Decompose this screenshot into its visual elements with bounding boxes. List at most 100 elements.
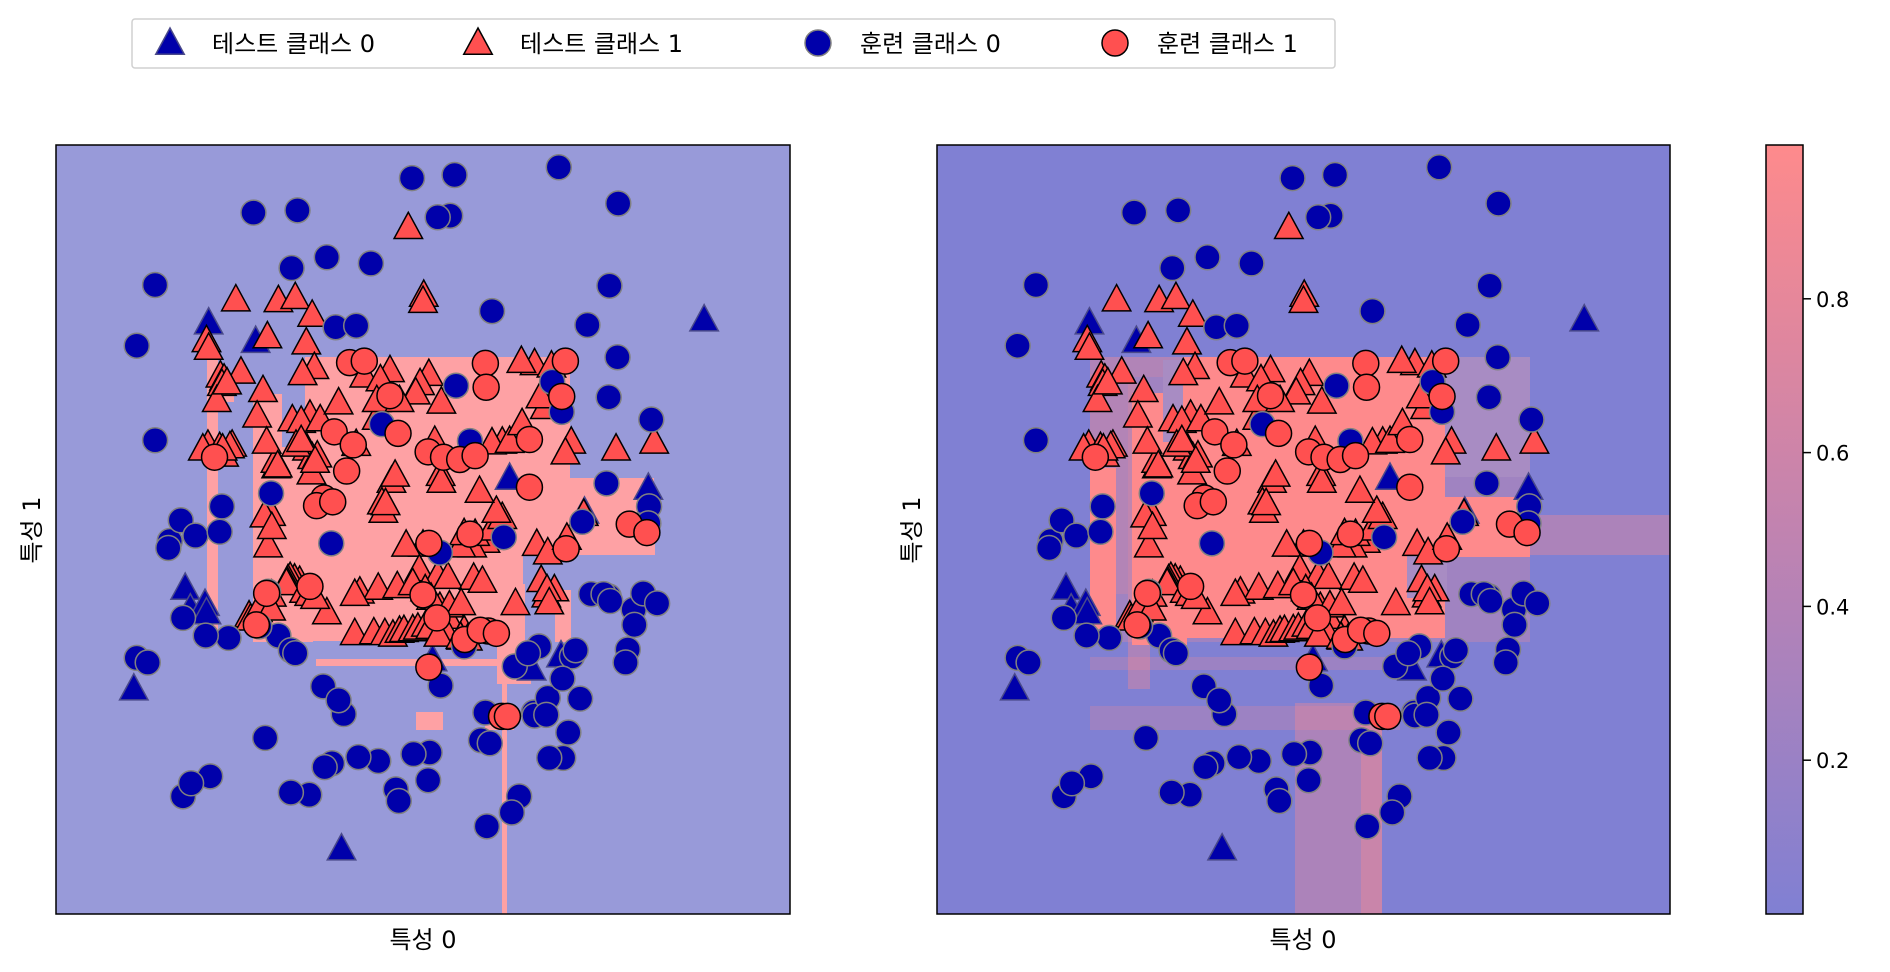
test-class1-point bbox=[1166, 423, 1198, 453]
test-class1-point bbox=[425, 464, 457, 494]
colorbar-tick-label: 0.6 bbox=[1816, 442, 1849, 466]
train-class1-point bbox=[350, 347, 379, 375]
train-class0-point bbox=[545, 154, 573, 181]
train-class1-point bbox=[456, 520, 484, 548]
train-class0-point bbox=[1370, 523, 1398, 551]
test-class1-point bbox=[251, 425, 283, 454]
test-class1-point bbox=[211, 366, 243, 395]
train-class0-point bbox=[490, 523, 517, 551]
colorbar-tick-label: 0.8 bbox=[1816, 288, 1849, 312]
train-class0-point bbox=[1280, 740, 1308, 768]
test-class0-point bbox=[1568, 302, 1600, 332]
train-class1-point bbox=[472, 373, 500, 401]
test-class1-point bbox=[379, 458, 411, 487]
legend-entry: 훈련 클래스 0 bbox=[804, 29, 1001, 58]
test-class1-point bbox=[1142, 449, 1174, 478]
train-class1-point bbox=[415, 529, 443, 558]
train-class0-point bbox=[1484, 343, 1511, 371]
test-class0-point bbox=[169, 571, 201, 600]
train-class0-point bbox=[1015, 649, 1042, 676]
test-class1-point bbox=[252, 529, 284, 558]
xlabel-1: 특성 0 bbox=[389, 926, 456, 954]
test-class1-point bbox=[1101, 282, 1133, 312]
train-class1-point bbox=[409, 581, 437, 609]
train-class0-point bbox=[313, 244, 341, 271]
xlabel-2: 특성 0 bbox=[1269, 926, 1336, 954]
test-class1-point bbox=[480, 494, 512, 524]
train-class0-point bbox=[424, 204, 451, 231]
test-class0-point bbox=[118, 672, 150, 701]
test-class1-point bbox=[1280, 376, 1312, 405]
train-class0-point bbox=[1279, 164, 1306, 192]
test-class1-point bbox=[1131, 425, 1163, 454]
train-class0-point bbox=[385, 787, 413, 815]
train-class0-point bbox=[1378, 799, 1406, 826]
train-class0-point bbox=[604, 343, 631, 371]
test-class1-point bbox=[400, 376, 432, 405]
train-class0-point bbox=[533, 701, 560, 729]
train-class0-point bbox=[123, 332, 150, 359]
train-class1-point bbox=[482, 619, 511, 648]
test-class1-point bbox=[311, 595, 343, 625]
test-class1-point bbox=[1073, 331, 1105, 361]
legend-entry: 훈련 클래스 1 bbox=[1101, 29, 1298, 58]
train-class1-point bbox=[320, 418, 348, 446]
train-class0-point bbox=[1295, 766, 1322, 794]
test-class1-point bbox=[1171, 326, 1203, 355]
train-class0-point bbox=[155, 534, 182, 562]
train-class1-point bbox=[515, 425, 544, 454]
train-class1-point bbox=[1123, 611, 1151, 639]
test-class1-point bbox=[1518, 425, 1550, 454]
test-class0-point bbox=[1206, 832, 1238, 861]
train-class0-point bbox=[1225, 743, 1253, 771]
train-class0-point bbox=[514, 640, 542, 667]
test-class1-point bbox=[323, 386, 355, 415]
train-class1-point bbox=[1431, 347, 1460, 375]
train-class0-point bbox=[1198, 530, 1226, 557]
train-class0-point bbox=[1266, 787, 1293, 815]
train-class1-point bbox=[296, 572, 324, 601]
train-class0-point bbox=[318, 530, 345, 557]
legend-entry: 테스트 클래스 1 bbox=[462, 26, 683, 58]
train-class0-point bbox=[593, 470, 620, 497]
train-class1-point bbox=[318, 488, 347, 516]
train-class0-point bbox=[1073, 622, 1100, 649]
train-class0-point bbox=[1429, 665, 1457, 692]
train-class0-point bbox=[141, 271, 169, 299]
test-class1-point bbox=[339, 616, 371, 646]
test-class1-point bbox=[499, 586, 531, 616]
test-class1-point bbox=[392, 210, 424, 240]
train-class0-point bbox=[325, 686, 352, 714]
ylabel-2: 특성 1 bbox=[898, 496, 926, 563]
train-class0-point bbox=[134, 649, 161, 676]
train-class0-point bbox=[1035, 534, 1063, 562]
train-class0-point bbox=[442, 372, 470, 399]
train-class1-point bbox=[1199, 488, 1228, 516]
test-class1-point bbox=[432, 560, 464, 590]
train-class0-point bbox=[476, 730, 504, 757]
test-class1-point bbox=[1414, 585, 1446, 615]
test-class1-point bbox=[1136, 510, 1169, 540]
train-class0-point bbox=[1425, 154, 1453, 181]
test-class0-point bbox=[326, 832, 358, 861]
test-class1-point bbox=[1122, 399, 1154, 428]
train-class0-point bbox=[1501, 611, 1528, 639]
test-class1-point bbox=[1203, 386, 1235, 415]
legend-marker bbox=[462, 26, 494, 55]
train-class1-point bbox=[1176, 572, 1205, 601]
train-class0-point bbox=[569, 508, 596, 536]
train-class1-point bbox=[1428, 382, 1456, 411]
train-class1-point bbox=[1363, 619, 1391, 648]
train-class1-point bbox=[1352, 373, 1381, 401]
test-class1-point bbox=[505, 344, 537, 374]
train-class1-point bbox=[384, 419, 412, 448]
train-class0-point bbox=[1473, 470, 1500, 497]
train-class1-point bbox=[1341, 441, 1370, 470]
train-class0-point bbox=[596, 587, 624, 615]
legend-label: 테스트 클래스 1 bbox=[520, 30, 683, 58]
train-class1-point bbox=[376, 381, 404, 410]
train-class0-point bbox=[478, 297, 506, 325]
train-class0-point bbox=[1058, 770, 1086, 797]
train-class1-point bbox=[1513, 518, 1541, 547]
test-class1-point bbox=[1480, 432, 1512, 461]
